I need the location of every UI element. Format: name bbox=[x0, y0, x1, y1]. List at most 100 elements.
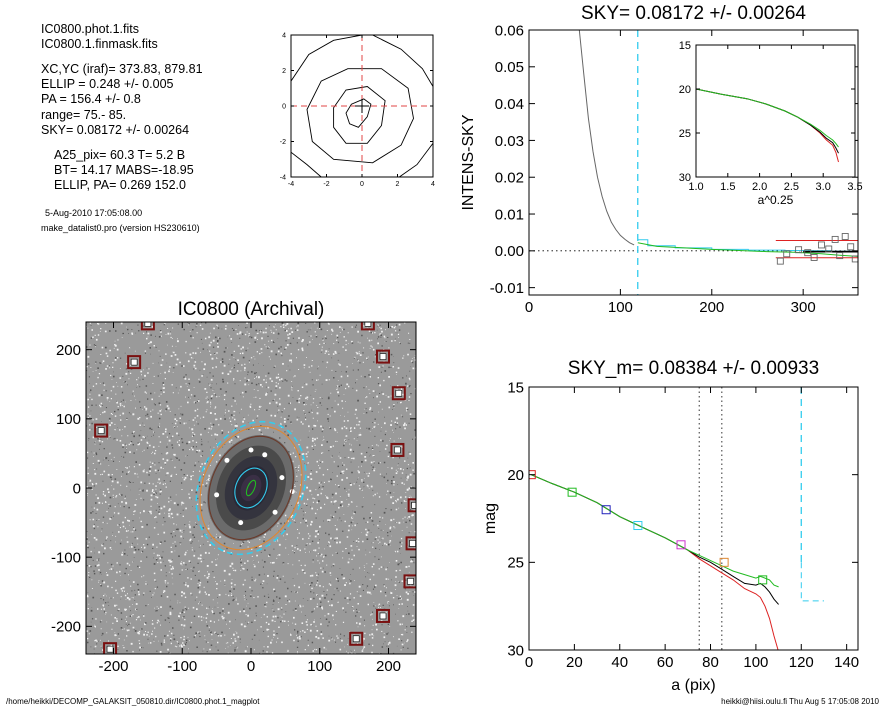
sky-point bbox=[804, 249, 812, 257]
x-tick-label: 100 bbox=[307, 658, 332, 675]
mag-point bbox=[633, 521, 643, 531]
bright-knot bbox=[224, 457, 230, 463]
x-tick-label: 3.0 bbox=[816, 181, 831, 193]
contour-panel: -4 -2 0 2 4 -4 -2 0 2 4 bbox=[280, 33, 435, 188]
mag-point bbox=[676, 540, 686, 550]
contour-line bbox=[345, 98, 372, 128]
sky-point bbox=[836, 252, 844, 260]
bright-knot bbox=[238, 520, 244, 526]
y-tick-label: 0.03 bbox=[495, 133, 524, 150]
mask-box bbox=[360, 322, 375, 331]
y-tick-label: -0.01 bbox=[490, 280, 524, 297]
y-tick-label: -200 bbox=[51, 619, 81, 636]
x-tick-label: 80 bbox=[702, 654, 719, 671]
y-tick-label: 4 bbox=[282, 33, 286, 40]
info-line: BT= 14.17 MABS=-18.95 bbox=[54, 163, 194, 177]
mask-box bbox=[140, 322, 155, 331]
sky-point bbox=[783, 250, 791, 258]
x-tick-label: -200 bbox=[98, 658, 128, 675]
info-line: IC0800.1.finmask.fits bbox=[41, 37, 158, 51]
mask-star bbox=[106, 645, 114, 653]
mag-series bbox=[800, 562, 824, 602]
isophote-ellipse bbox=[208, 435, 294, 541]
x-tick-label: 60 bbox=[657, 654, 674, 671]
inset-series bbox=[696, 88, 839, 148]
footer-user: heikki@hiisi.oulu.fi Thu Aug 5 17:05:08 … bbox=[721, 697, 879, 706]
x-tick-label: 120 bbox=[789, 654, 814, 671]
y-tick-label: 0 bbox=[282, 104, 286, 111]
contour-line bbox=[399, 143, 433, 177]
x-tick-label: 300 bbox=[791, 299, 816, 316]
x-tick-label: 100 bbox=[608, 299, 633, 316]
mask-star bbox=[144, 322, 152, 327]
plot-frame bbox=[85, 321, 417, 655]
mask-star bbox=[97, 427, 105, 434]
y-tick-label: 30 bbox=[507, 642, 524, 659]
contour-line bbox=[306, 68, 414, 164]
sky-point bbox=[776, 257, 784, 265]
galaxy-body bbox=[240, 474, 262, 502]
x-tick-label: 0 bbox=[247, 658, 255, 675]
mask-box bbox=[391, 386, 406, 401]
bright-knot bbox=[272, 509, 278, 515]
inset-x-label: a^0.25 bbox=[758, 193, 794, 207]
x-tick-label: 100 bbox=[743, 654, 768, 671]
plot-area bbox=[529, 30, 858, 295]
mask-star bbox=[407, 578, 414, 585]
sky-point bbox=[851, 255, 858, 263]
mask-star bbox=[130, 358, 138, 366]
x-tick-label: 4 bbox=[431, 181, 435, 188]
mag-panel: 0 20 40 60 80 100 120 140 15 20 25 30 bbox=[507, 379, 859, 671]
x-tick-label: 200 bbox=[699, 299, 724, 316]
plot-area bbox=[696, 88, 839, 163]
inset-bg bbox=[696, 45, 855, 177]
sky-point bbox=[841, 233, 849, 240]
bright-knot bbox=[248, 447, 254, 453]
y-tick-label: 0.06 bbox=[495, 22, 524, 39]
info-line: ELLIP = 0.248 +/- 0.005 bbox=[41, 77, 174, 91]
mask-box bbox=[103, 642, 118, 654]
sky-point bbox=[810, 254, 818, 261]
mask-box bbox=[403, 574, 416, 589]
x-tick-label: 3.5 bbox=[847, 181, 862, 193]
x-tick-label: -2 bbox=[323, 181, 329, 188]
y-tick-label: 30 bbox=[679, 172, 691, 184]
x-tick-label: 2 bbox=[396, 181, 400, 188]
x-tick-label: -100 bbox=[167, 658, 197, 675]
x-tick-label: 1.0 bbox=[688, 181, 703, 193]
info-line: ELLIP, PA= 0.269 152.0 bbox=[54, 178, 186, 192]
y-tick-label: 0.02 bbox=[495, 170, 524, 187]
y-tick-label: 0 bbox=[73, 480, 81, 497]
chart-title: SKY= 0.08172 +/- 0.00264 bbox=[581, 3, 806, 24]
mask-box bbox=[390, 442, 405, 457]
info-line: A25_pix= 60.3 T= 5.2 B bbox=[54, 148, 186, 162]
bright-knot bbox=[279, 475, 285, 481]
info-line: 5-Aug-2010 17:05:08.00 bbox=[45, 208, 143, 218]
mask-box bbox=[376, 349, 390, 364]
plot-area bbox=[291, 35, 433, 177]
mask-star bbox=[409, 540, 416, 547]
y-tick-label: 20 bbox=[679, 84, 691, 96]
mask-star bbox=[379, 353, 387, 360]
plot-area bbox=[86, 322, 416, 654]
sky-point bbox=[795, 246, 803, 254]
mask-box bbox=[349, 631, 364, 646]
mask-star bbox=[352, 635, 360, 643]
mag-point bbox=[529, 470, 536, 480]
chart-title: SKY_m= 0.08384 +/- 0.00933 bbox=[568, 358, 819, 379]
y-tick-label: -100 bbox=[51, 550, 81, 567]
sky-panel: 0 100 200 300 -0.01 0.00 0.01 0.02 0.03 0.04 0.05 0… bbox=[490, 22, 859, 316]
info-line: PA = 156.4 +/- 0.8 bbox=[41, 92, 141, 106]
mask-box bbox=[376, 608, 390, 623]
y-tick-label: -4 bbox=[280, 175, 286, 182]
y-tick-label: 100 bbox=[56, 411, 81, 428]
image-panel: -200 -100 0 100 200 -200 -100 0 100 200 bbox=[51, 321, 417, 675]
x-tick-label: 2.0 bbox=[752, 181, 767, 193]
mag-point bbox=[567, 487, 577, 497]
sky-series bbox=[578, 30, 635, 246]
plot-frame bbox=[528, 29, 859, 296]
x-tick-label: 140 bbox=[834, 654, 859, 671]
x-tick-label: 0 bbox=[525, 299, 533, 316]
mag-point bbox=[719, 557, 729, 567]
y-tick-label: 25 bbox=[507, 555, 524, 572]
